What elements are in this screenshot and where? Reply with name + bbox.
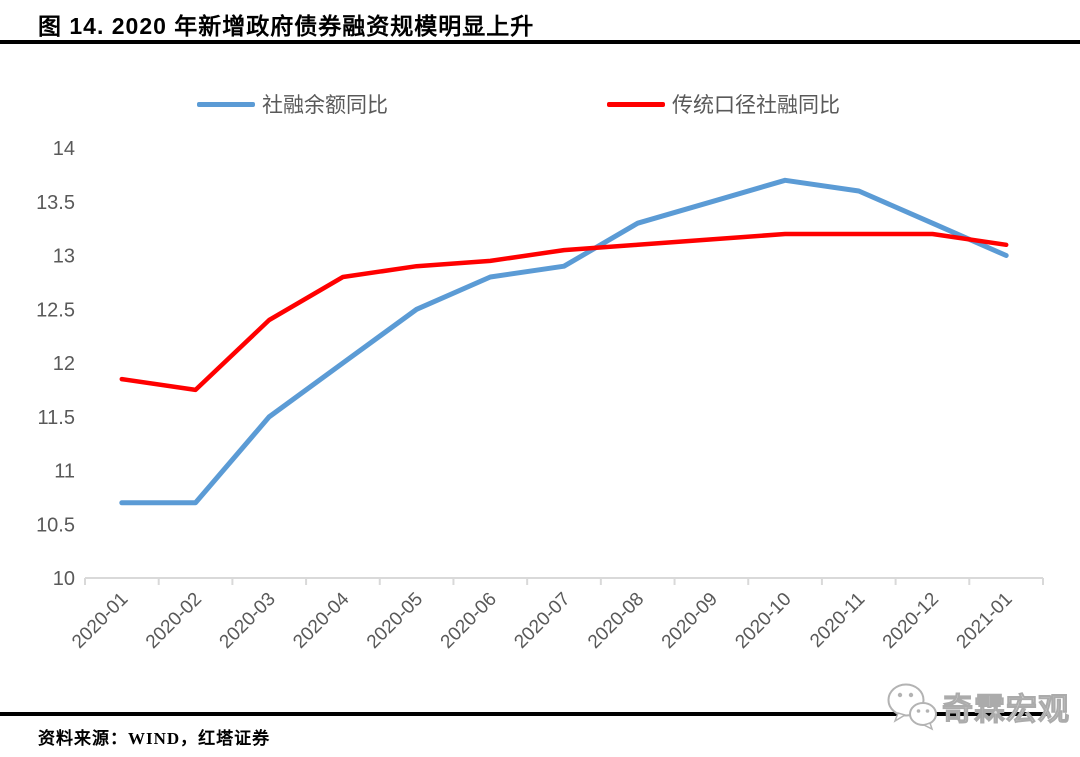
watermark: 奇霖宏观: [886, 681, 1070, 731]
wechat-logo-icon: [887, 683, 937, 731]
x-axis-label: 2020-08: [584, 589, 648, 653]
legend-item-balance-yoy: 社融余额同比: [197, 92, 388, 117]
x-axis-label: 2020-10: [731, 589, 795, 653]
footer-divider: [0, 712, 1048, 716]
x-axis-label: 2020-01: [68, 589, 132, 653]
line-chart: 10 10.5 11 11.5 12 12.5 13 13.5 14 2020-01 2020-02…: [36, 138, 1044, 653]
legend-item-traditional-yoy: 传统口径社融同比: [607, 92, 840, 117]
y-axis-label: 11: [54, 461, 75, 483]
y-axis-label: 12: [53, 353, 75, 375]
x-axis-label: 2020-03: [216, 589, 280, 653]
y-axis-label: 10.5: [36, 514, 75, 536]
y-axis-label: 13: [53, 246, 75, 268]
legend-line-sample-blue: [197, 101, 255, 107]
figure-title: 图 14. 2020 年新增政府债券融资规模明显上升: [38, 13, 535, 39]
x-axis-label: 2020-06: [437, 589, 501, 653]
source-text: 资料来源：WIND，红塔证券: [38, 729, 271, 748]
x-axis-label: 2020-02: [142, 589, 206, 653]
y-axis-label: 12.5: [36, 299, 75, 321]
y-axis-label: 14: [53, 138, 75, 160]
x-axis-label: 2020-12: [879, 589, 943, 653]
watermark-text: 奇霖宏观: [942, 691, 1070, 727]
x-axis-label: 2020-09: [658, 589, 722, 653]
x-axis-label: 2020-07: [510, 589, 574, 653]
x-axis-label: 2021-01: [953, 589, 1017, 653]
y-axis-label: 13.5: [36, 192, 75, 214]
x-axis-label: 2020-04: [289, 588, 353, 652]
x-axis-label: 2020-05: [363, 589, 427, 653]
legend-label-balance-yoy: 社融余额同比: [262, 94, 388, 117]
line-series-0: [119, 177, 1009, 506]
line-series-1: [119, 231, 1009, 393]
y-axis-label: 10: [53, 568, 75, 590]
legend-line-sample-red: [607, 101, 665, 107]
legend-label-traditional-yoy: 传统口径社融同比: [672, 94, 840, 117]
x-axis-label: 2020-11: [806, 589, 869, 652]
y-axis-label: 11.5: [38, 407, 75, 429]
title-divider: [0, 40, 1080, 44]
